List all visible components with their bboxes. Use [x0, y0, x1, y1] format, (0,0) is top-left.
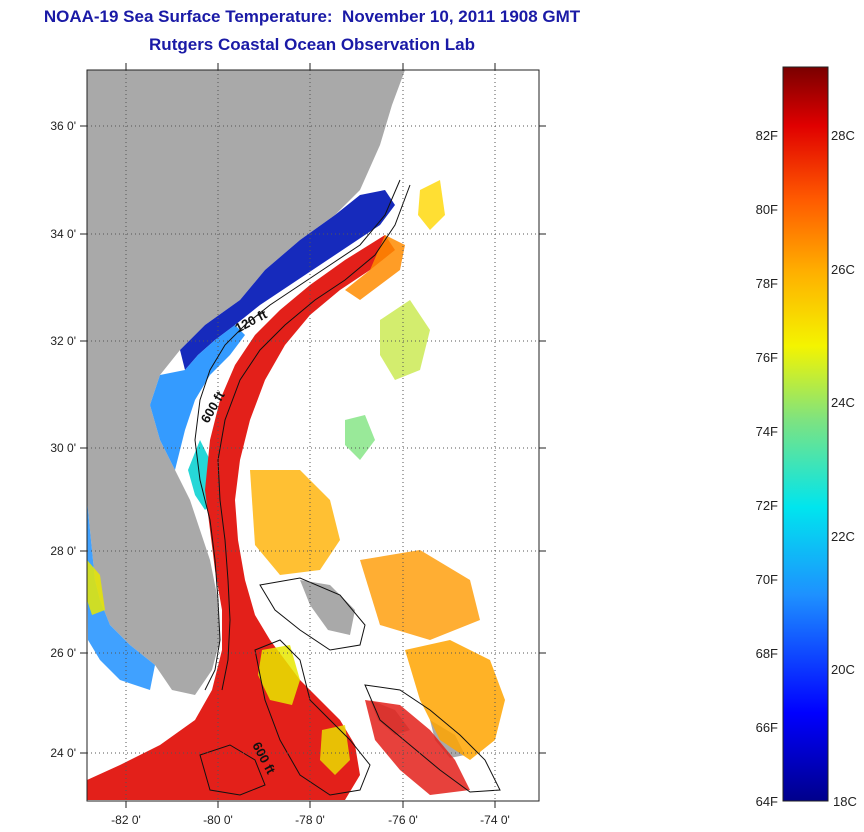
land-mass	[87, 70, 405, 695]
map-area: 120 ft 600 ft 600 ft	[50, 63, 546, 827]
offshore-cool-patch	[380, 300, 430, 380]
lat-label-24: 24 0'	[50, 746, 76, 760]
cold-shelf-water	[180, 190, 395, 370]
colorbar-f-82: 82F	[756, 128, 778, 143]
offshore-warm-patch	[345, 235, 405, 300]
bahamas-island	[300, 580, 355, 635]
lon-label-80: -80 0'	[203, 813, 233, 827]
cool-shelf-water	[150, 325, 245, 470]
lat-label-34: 34 0'	[50, 227, 76, 241]
isobath-bahamas	[259, 577, 366, 651]
colorbar-c-24: 24C	[831, 395, 855, 410]
offshore-warm-patch	[360, 550, 480, 640]
lon-label-78: -78 0'	[295, 813, 325, 827]
colorbar-f-68: 68F	[756, 646, 778, 661]
axis-ticks	[80, 63, 546, 808]
lat-label-36: 36 0'	[50, 119, 76, 133]
map-title: NOAA-19 Sea Surface Temperature: Novembe…	[43, 7, 581, 26]
colorbar-f-66: 66F	[756, 720, 778, 735]
lat-label-28: 28 0'	[50, 544, 76, 558]
lon-label-76: -76 0'	[388, 813, 418, 827]
lat-label-26: 26 0'	[50, 646, 76, 660]
lat-label-30: 30 0'	[50, 441, 76, 455]
lat-label-32: 32 0'	[50, 334, 76, 348]
gulf-coast-water	[87, 500, 155, 690]
gulf-coast-yellow	[87, 560, 105, 615]
colorbar-f-70: 70F	[756, 572, 778, 587]
isobath-cuba-bank	[199, 744, 266, 796]
colorbar-c-22: 22C	[831, 529, 855, 544]
offshore-cool-patch	[345, 415, 375, 460]
colorbar-c-18: 18C	[833, 794, 857, 809]
offshore-warm-patch	[250, 470, 340, 575]
colorbar-f-64: 64F	[756, 794, 778, 809]
isobath-bahamas	[364, 684, 501, 793]
lon-label-74: -74 0'	[480, 813, 510, 827]
temperature-colorbar: 82F 80F 78F 76F 74F 72F 70F 68F 66F 64F …	[756, 66, 857, 809]
isobath-bahamas	[254, 639, 371, 796]
bahamas-bank-yellow	[320, 725, 350, 775]
offshore-warm-patch	[405, 640, 505, 760]
colorbar-c-20: 20C	[831, 662, 855, 677]
colorbar-f-78: 78F	[756, 276, 778, 291]
map-subtitle: Rutgers Coastal Ocean Observation Lab	[149, 35, 475, 54]
offshore-warm-patch	[365, 700, 470, 795]
isobath-600ft	[217, 184, 411, 691]
gulf-stream	[87, 235, 395, 800]
colorbar-c-26: 26C	[831, 262, 855, 277]
colorbar-f-76: 76F	[756, 350, 778, 365]
colorbar-f-72: 72F	[756, 498, 778, 513]
lon-label-82: -82 0'	[111, 813, 141, 827]
bahamas-bank-yellow	[258, 645, 300, 705]
colorbar-gradient	[782, 66, 829, 802]
colorbar-f-80: 80F	[756, 202, 778, 217]
colorbar-c-28: 28C	[831, 128, 855, 143]
offshore-cool-patch	[418, 180, 445, 230]
graticule	[87, 70, 539, 801]
map-frame	[86, 69, 540, 802]
colorbar-f-74: 74F	[756, 424, 778, 439]
